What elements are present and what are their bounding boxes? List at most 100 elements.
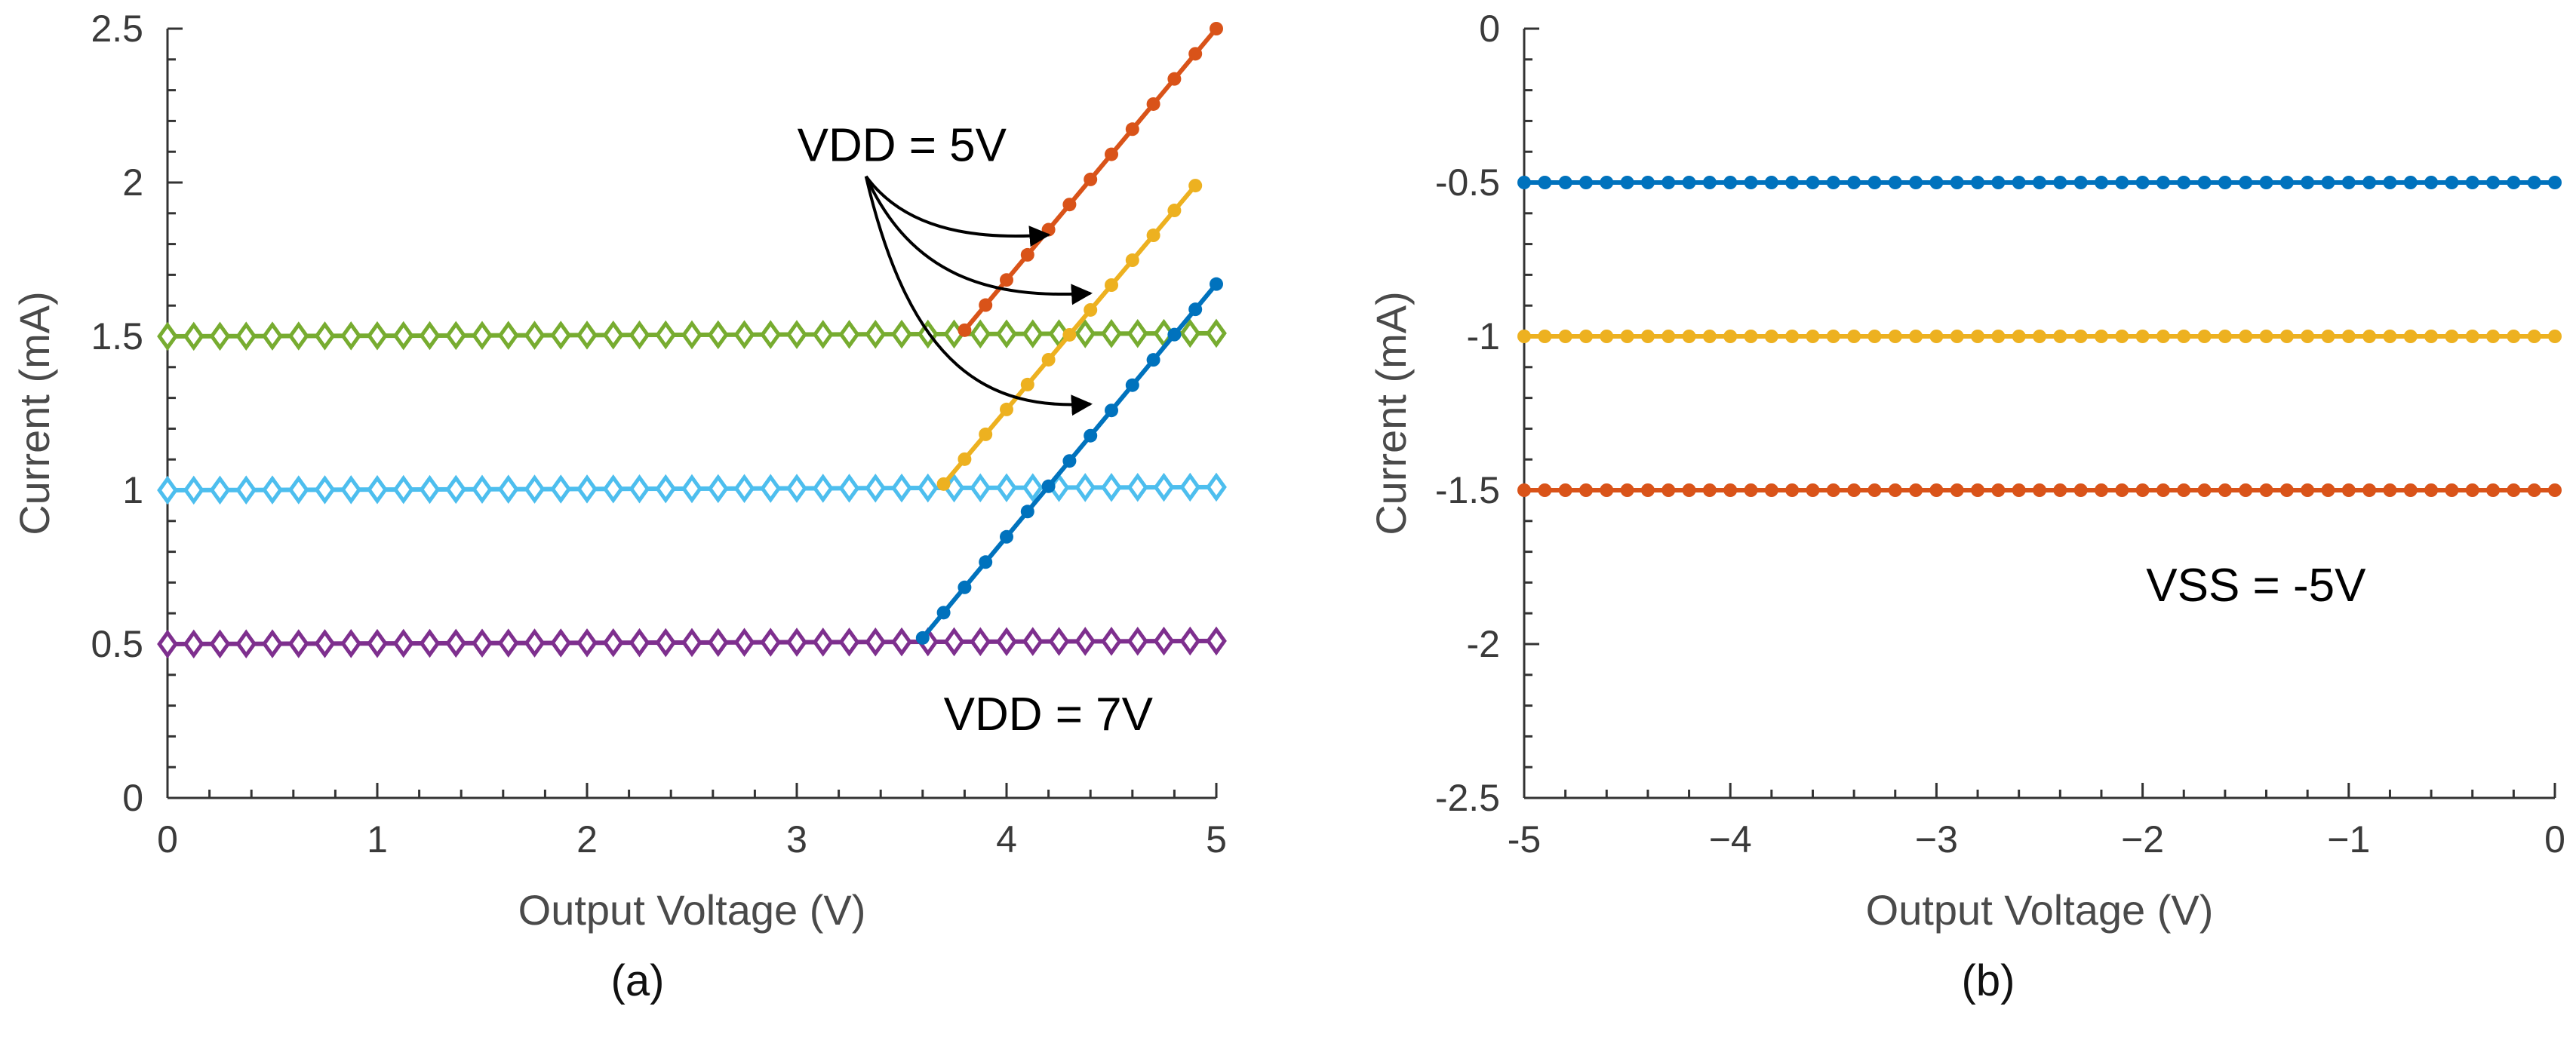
data-point [1620,176,1634,189]
data-point [2486,483,2501,497]
data-point [2094,483,2108,497]
data-point [1806,176,1820,189]
y-tick-label: -0.5 [1435,161,1500,204]
series-1 [157,472,1227,505]
data-point [1806,330,1820,343]
data-point [1101,319,1122,348]
data-point [1950,330,1964,343]
data-point [2362,483,2377,497]
data-point [1702,330,1717,343]
x-axis-label: Output Voltage (V) [518,886,866,934]
data-point [1702,483,1717,497]
data-point [1179,318,1201,348]
data-point [2383,330,2397,343]
series-2 [1517,483,2562,497]
data-point [1101,473,1122,502]
data-point [1682,330,1696,343]
data-point [865,473,887,503]
data-point [1764,483,1778,497]
data-point [287,629,309,658]
data-point [419,474,441,505]
data-point [1971,330,1985,343]
data-point [1062,454,1077,468]
data-point [1127,318,1148,348]
data-point [1105,403,1118,418]
data-point [1020,505,1034,519]
data-point [2115,330,2129,343]
y-tick-label: 0 [1479,8,1500,50]
annotation-label: VDD = 7V [944,689,1154,741]
data-point [472,474,493,505]
data-point [629,474,650,504]
data-point [838,627,860,657]
data-point [1538,176,1552,189]
data-point [157,629,178,659]
data-point [183,475,204,505]
data-point [1517,330,1531,343]
data-point [2135,176,2150,189]
y-tick-label: 2.5 [91,8,143,50]
data-point [576,474,598,504]
data-point [2486,330,2501,343]
y-tick-label: 0 [122,777,143,819]
panel-a: 0 1 2 3 4 5 0 0.5 1 1.5 2 2.5 Output Voltage (V) Curr… [11,8,1227,1005]
data-point [524,474,546,504]
data-point [1744,483,1758,497]
data-point [445,321,467,351]
data-point [1888,330,1902,343]
data-point [2279,176,2294,189]
annotation-arrow [865,175,1051,247]
data-point [1558,176,1572,189]
data-point [1022,627,1044,656]
data-point [602,627,624,658]
data-point [891,319,912,349]
data-point [1517,483,1531,497]
data-point [209,321,231,351]
data-point [1020,377,1034,391]
data-point [1125,253,1139,268]
panel-b: -5 −4 −3 −2 −1 0 -2.5 -2 -1.5 -1 -0.5 0 Output Volta… [1367,8,2565,1005]
data-point [235,321,257,351]
data-point [2321,176,2335,189]
data-point [1125,122,1139,137]
data-point [2527,176,2541,189]
data-point [2321,330,2335,343]
data-point [1146,229,1160,243]
data-point [1929,330,1944,343]
data-point [1723,176,1738,189]
data-point [1074,627,1096,656]
data-point [681,320,702,350]
data-point [707,474,729,504]
data-point [2301,176,2315,189]
data-point [1620,330,1634,343]
y-tick-label: 1.5 [91,315,143,357]
y-tick-label: 0.5 [91,623,143,665]
data-point [2465,330,2479,343]
data-point [1991,483,2006,497]
data-point [2135,330,2150,343]
data-point [1041,352,1056,367]
data-point [340,475,362,505]
data-point [550,474,572,504]
data-point [1578,483,1593,497]
data-point [838,320,860,349]
data-point [2156,330,2170,343]
data-point [681,474,702,504]
data-point [2341,176,2356,189]
data-point [1909,330,1923,343]
data-point [760,320,782,349]
y-tick-label: -2.5 [1435,777,1500,819]
data-point [235,475,257,505]
data-point [1600,176,1614,189]
data-point [550,321,572,350]
data-point [1020,247,1034,262]
data-point [2465,483,2479,497]
data-point [2239,330,2253,343]
data-point [629,320,650,350]
x-tick-label: -5 [1508,818,1541,861]
y-tick-label: 2 [122,161,143,204]
data-point [340,629,362,658]
data-point [2507,483,2521,497]
panel-caption: (a) [611,956,665,1005]
